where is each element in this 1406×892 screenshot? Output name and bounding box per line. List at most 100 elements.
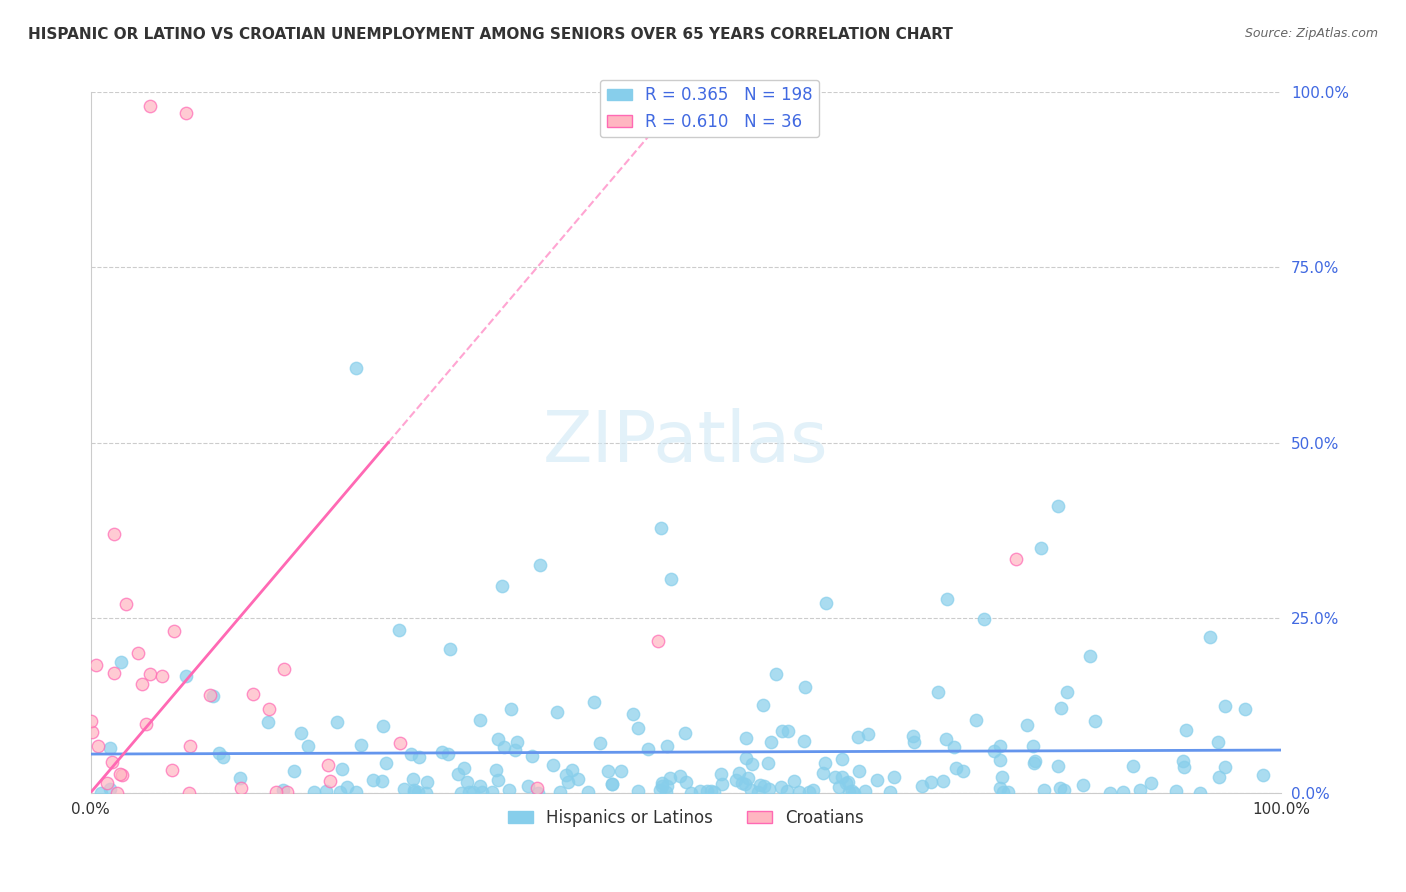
Point <box>728 765 751 780</box>
Point <box>211 749 233 764</box>
Point <box>991 785 1014 799</box>
Point <box>520 749 543 764</box>
Point <box>481 785 503 799</box>
Point <box>1164 784 1187 798</box>
Point <box>463 785 485 799</box>
Point <box>1128 783 1150 797</box>
Point <box>1031 541 1053 556</box>
Point <box>526 781 548 796</box>
Point <box>965 713 987 727</box>
Point <box>901 729 924 743</box>
Point <box>131 677 153 691</box>
Point <box>637 742 659 756</box>
Point <box>991 770 1014 784</box>
Point <box>468 713 491 727</box>
Point <box>589 736 612 750</box>
Point <box>831 771 853 785</box>
Point <box>1046 759 1069 773</box>
Point <box>150 669 173 683</box>
Point <box>1208 770 1230 784</box>
Point <box>778 723 800 738</box>
Point <box>453 760 475 774</box>
Point <box>174 668 197 682</box>
Point <box>273 662 295 676</box>
Point <box>866 772 889 787</box>
Point <box>177 786 200 800</box>
Point <box>1046 499 1069 513</box>
Point <box>302 785 325 799</box>
Point <box>257 701 280 715</box>
Point <box>517 779 540 793</box>
Point <box>651 776 673 790</box>
Point <box>647 633 669 648</box>
Point <box>735 750 758 764</box>
Point <box>1080 649 1102 664</box>
Point <box>741 757 763 772</box>
Point <box>115 597 138 611</box>
Point <box>103 526 125 541</box>
Point <box>491 578 513 592</box>
Point <box>776 783 799 797</box>
Point <box>290 726 312 740</box>
Point <box>942 740 965 755</box>
Point <box>111 768 134 782</box>
Point <box>430 745 453 759</box>
Point <box>1173 760 1195 774</box>
Point <box>945 761 967 775</box>
Point <box>659 572 682 586</box>
Point <box>330 762 353 776</box>
Point <box>1213 699 1236 714</box>
Point <box>932 773 955 788</box>
Point <box>837 775 859 789</box>
Point <box>100 756 122 770</box>
Point <box>201 689 224 703</box>
Point <box>711 777 734 791</box>
Point <box>406 784 429 798</box>
Point <box>404 783 426 797</box>
Point <box>734 731 756 745</box>
Point <box>1140 776 1163 790</box>
Point <box>105 786 128 800</box>
Point <box>1022 739 1045 754</box>
Point <box>392 781 415 796</box>
Point <box>415 786 437 800</box>
Point <box>492 739 515 754</box>
Point <box>1084 714 1107 729</box>
Point <box>621 707 644 722</box>
Point <box>724 772 747 787</box>
Point <box>789 785 811 799</box>
Point <box>456 775 478 789</box>
Point <box>371 719 394 733</box>
Point <box>1213 760 1236 774</box>
Point <box>828 780 851 794</box>
Point <box>297 739 319 754</box>
Point <box>673 726 696 740</box>
Point <box>814 596 837 610</box>
Point <box>82 725 104 739</box>
Point <box>952 764 974 778</box>
Point <box>139 99 162 113</box>
Point <box>527 785 550 799</box>
Point <box>681 786 703 800</box>
Point <box>458 785 481 799</box>
Point <box>567 772 589 787</box>
Point <box>273 783 295 797</box>
Point <box>627 783 650 797</box>
Point <box>408 749 430 764</box>
Point <box>747 785 769 799</box>
Point <box>350 738 373 752</box>
Point <box>756 756 779 771</box>
Point <box>84 658 107 673</box>
Point <box>903 735 925 749</box>
Point <box>557 775 579 789</box>
Point <box>1050 700 1073 714</box>
Point <box>655 785 678 799</box>
Point <box>96 776 118 790</box>
Point <box>546 706 568 720</box>
Point <box>734 777 756 791</box>
Point <box>110 766 132 780</box>
Point <box>824 770 846 784</box>
Point <box>315 784 337 798</box>
Text: HISPANIC OR LATINO VS CROATIAN UNEMPLOYMENT AMONG SENIORS OVER 65 YEARS CORRELAT: HISPANIC OR LATINO VS CROATIAN UNEMPLOYM… <box>28 27 953 42</box>
Point <box>506 734 529 748</box>
